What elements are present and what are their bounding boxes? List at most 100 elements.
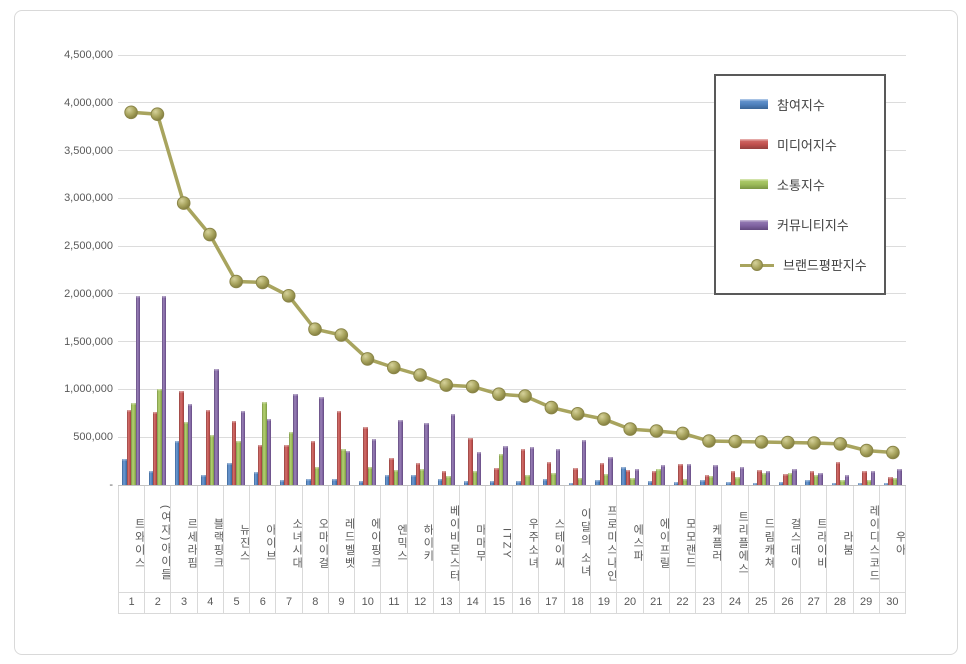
gridline — [118, 197, 906, 199]
bar-참여지수 — [831, 482, 836, 485]
bar-미디어지수 — [599, 463, 604, 485]
bar-group-4 — [197, 55, 223, 485]
rank-number: 10 — [354, 591, 380, 613]
line-marker — [518, 389, 532, 403]
legend-label: 브랜드평판지수 — [783, 258, 867, 274]
bar-커뮤니티지수 — [161, 295, 167, 485]
bar-커뮤니티지수 — [214, 369, 219, 485]
bar-소통지수 — [446, 475, 451, 485]
bar-커뮤니티지수 — [240, 411, 245, 485]
bar-소통지수 — [157, 389, 162, 485]
category-label: 오마이걸 — [301, 486, 328, 592]
x-axis-rank-numbers: 1 2 3 4 5 6 7 8 9 10 11 12 13 14 15 16 17 18 19 20 21 22 23 24 2… — [118, 591, 907, 614]
bar-group-17 — [538, 55, 564, 485]
bar-커뮤니티지수 — [503, 445, 508, 485]
legend-line-swatch-icon — [740, 258, 774, 271]
bar-참여지수 — [752, 482, 758, 485]
bar-참여지수 — [673, 481, 679, 485]
bar-커뮤니티지수 — [687, 463, 692, 485]
bar-group-19 — [591, 55, 617, 485]
category-label: 우주소녀 — [511, 486, 538, 592]
y-axis-tick-label: 3,000,000 — [64, 192, 113, 205]
bar-group-2 — [144, 55, 170, 485]
line-marker — [203, 227, 217, 242]
bar-참여지수 — [148, 470, 153, 485]
rank-number: 3 — [170, 591, 196, 613]
bar-참여지수 — [279, 480, 285, 485]
gridline — [118, 436, 906, 438]
bar-미디어지수 — [389, 458, 394, 485]
bar-미디어지수 — [284, 444, 289, 485]
line-marker — [675, 426, 690, 441]
bar-소통지수 — [420, 468, 425, 485]
bar-소통지수 — [236, 441, 241, 485]
line-marker — [492, 387, 506, 402]
rank-number: 12 — [406, 591, 433, 613]
rank-number: 20 — [616, 591, 642, 613]
bar-소통지수 — [735, 476, 740, 485]
y-axis-tick-label: 2,500,000 — [64, 240, 113, 253]
bar-소통지수 — [472, 470, 477, 485]
rank-number: 4 — [196, 591, 223, 613]
category-label: 하이키 — [406, 486, 433, 592]
category-label: 뉴진스 — [222, 486, 249, 592]
bar-group-27 — [801, 55, 827, 485]
y-axis-tick-label: 500,000 — [73, 431, 113, 444]
bar-참여지수 — [201, 475, 206, 485]
y-axis-tick-label: 4,000,000 — [64, 96, 113, 109]
bar-소통지수 — [814, 474, 819, 485]
category-label: 엔믹스 — [380, 486, 407, 592]
category-label: 에스파 — [616, 486, 643, 592]
y-axis-tick-label: 4,500,000 — [64, 49, 113, 61]
category-label: 아이브 — [249, 486, 275, 592]
bar-참여지수 — [647, 481, 653, 485]
bar-미디어지수 — [652, 470, 657, 485]
bar-미디어지수 — [126, 409, 132, 485]
gridline — [118, 102, 906, 104]
rank-number: 26 — [773, 591, 800, 613]
gridline — [118, 150, 906, 152]
bar-커뮤니티지수 — [660, 464, 666, 485]
bar-커뮤니티지수 — [293, 394, 298, 485]
category-label: 라붐 — [826, 486, 853, 592]
bar-소통지수 — [551, 472, 556, 485]
bar-group-7 — [276, 55, 302, 485]
line-marker — [886, 445, 900, 460]
bar-미디어지수 — [336, 411, 342, 485]
bar-series-container — [118, 55, 906, 485]
category-label: ITZY — [485, 486, 512, 592]
bar-참여지수 — [568, 482, 574, 485]
bar-참여지수 — [595, 480, 600, 485]
bar-group-29 — [853, 55, 879, 485]
bar-참여지수 — [805, 479, 810, 485]
gridline — [118, 245, 906, 247]
bar-group-25 — [748, 55, 774, 485]
line-marker — [360, 352, 375, 366]
x-axis-category-labels: 트와이스 (여자)아이들 르세라핌 블랙핑크 뉴진스 아이브 소녀시대 오마이걸 레드벨벳 에이핑… — [118, 485, 907, 593]
line-marker — [387, 360, 401, 375]
legend-label: 참여지수 — [777, 97, 825, 113]
bar-소통지수 — [183, 421, 189, 485]
line-marker — [413, 368, 427, 382]
bar-group-3 — [171, 55, 197, 485]
bar-group-15 — [486, 55, 512, 485]
bar-커뮤니티지수 — [188, 403, 193, 485]
category-label: 레드벨벳 — [327, 486, 354, 592]
category-label: 레이디스코드 — [852, 486, 879, 592]
category-label: 이달의 소녀 — [563, 486, 590, 592]
category-label: 르세라핌 — [170, 486, 197, 592]
legend-bar-swatch-icon — [740, 179, 768, 190]
rank-number: 9 — [327, 591, 354, 613]
bar-미디어지수 — [179, 391, 184, 485]
bar-참여지수 — [122, 459, 127, 485]
bar-소통지수 — [656, 469, 661, 485]
line-marker — [308, 322, 322, 337]
line-marker — [439, 378, 454, 392]
bar-group-13 — [433, 55, 459, 485]
bar-참여지수 — [358, 481, 364, 485]
y-axis-tick-label: 1,500,000 — [64, 335, 113, 348]
bar-소통지수 — [525, 474, 530, 485]
bar-참여지수 — [227, 463, 232, 485]
bar-참여지수 — [542, 479, 547, 485]
bar-커뮤니티지수 — [476, 451, 482, 485]
